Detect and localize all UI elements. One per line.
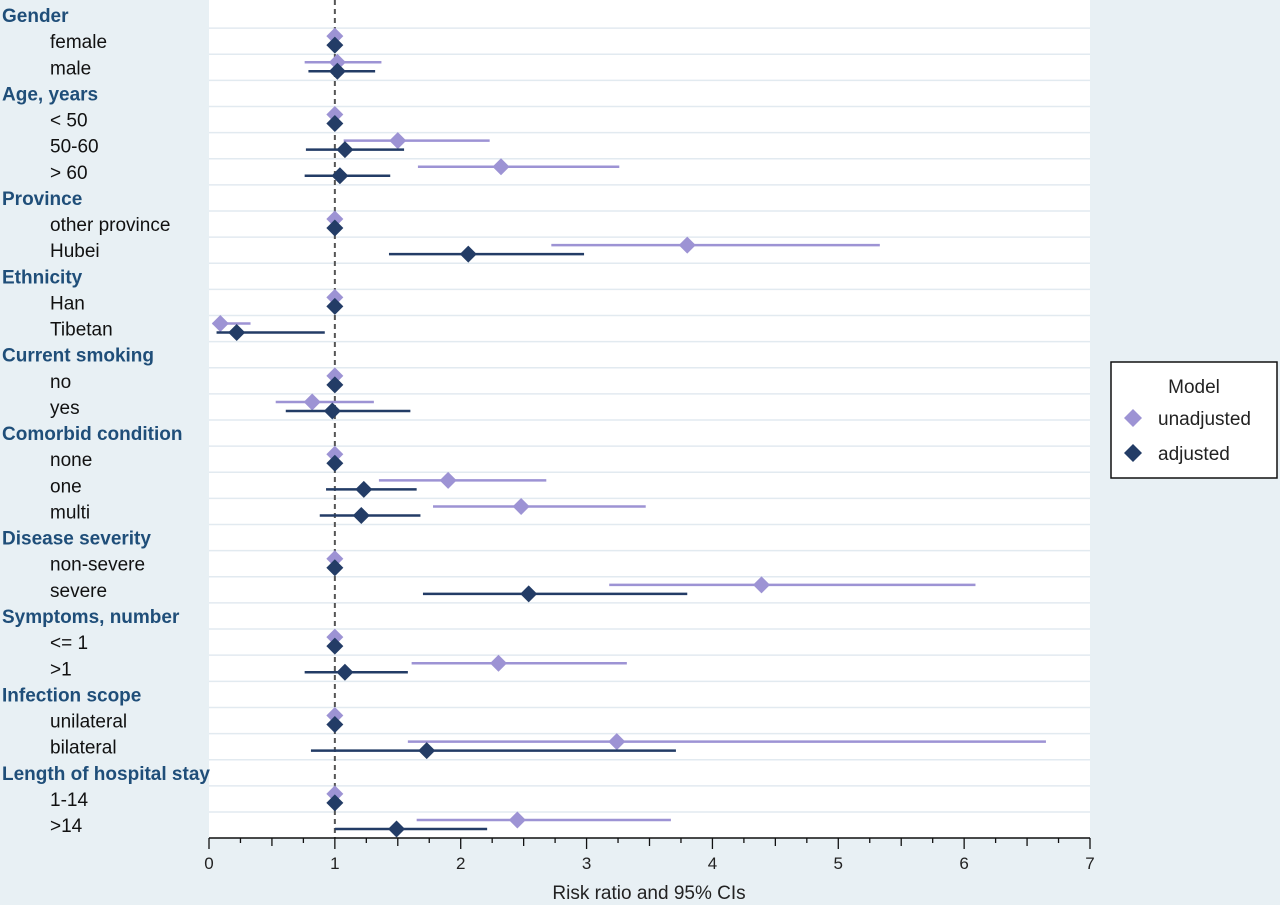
- row-labels: Gender female male Age, years < 50 50-60 > 60 P…: [2, 6, 210, 837]
- legend: Model unadjusted adjusted: [1111, 362, 1277, 478]
- row-label: no: [50, 372, 71, 393]
- row-label: yes: [50, 398, 80, 419]
- row-label: > 60: [50, 163, 88, 184]
- group-label: Age, years: [2, 84, 98, 105]
- group-label: Gender: [2, 6, 69, 27]
- x-tick-label: 0: [204, 854, 213, 873]
- x-tick-label: 1: [330, 854, 339, 873]
- x-tick-label: 5: [834, 854, 843, 873]
- row-label: Hubei: [50, 241, 100, 262]
- group-label: Province: [2, 189, 82, 210]
- row-label: multi: [50, 502, 90, 523]
- x-tick-label: 6: [959, 854, 968, 873]
- row-label: <= 1: [50, 633, 88, 654]
- legend-adjusted-label: adjusted: [1158, 444, 1230, 465]
- legend-title: Model: [1168, 377, 1220, 398]
- x-axis: 0 1 2 3 4 5 6 7: [204, 838, 1094, 873]
- legend-unadjusted-label: unadjusted: [1158, 409, 1251, 430]
- row-label: >14: [50, 816, 83, 837]
- row-label: 1-14: [50, 790, 88, 811]
- row-label: < 50: [50, 111, 88, 132]
- group-label: Infection scope: [2, 685, 141, 706]
- row-label: one: [50, 476, 82, 497]
- row-label: Han: [50, 293, 85, 314]
- row-label: Tibetan: [50, 320, 113, 341]
- row-label: other province: [50, 215, 170, 236]
- group-label: Current smoking: [2, 346, 154, 367]
- row-label: non-severe: [50, 555, 145, 576]
- x-tick-label: 7: [1085, 854, 1094, 873]
- row-label: >1: [50, 659, 72, 680]
- forest-plot: Gender female male Age, years < 50 50-60 > 60 P…: [0, 0, 1280, 905]
- x-tick-label: 3: [582, 854, 591, 873]
- row-label: unilateral: [50, 712, 127, 733]
- row-label: female: [50, 32, 107, 53]
- row-label: bilateral: [50, 738, 117, 759]
- x-axis-label: Risk ratio and 95% CIs: [552, 883, 745, 904]
- x-tick-label: 4: [708, 854, 717, 873]
- row-label: 50-60: [50, 137, 99, 158]
- group-label: Comorbid condition: [2, 424, 182, 445]
- group-label: Symptoms, number: [2, 607, 180, 628]
- row-label: none: [50, 450, 92, 471]
- row-label: male: [50, 58, 91, 79]
- group-label: Ethnicity: [2, 267, 83, 288]
- row-label: severe: [50, 581, 107, 602]
- x-tick-label: 2: [456, 854, 465, 873]
- group-label: Disease severity: [2, 529, 151, 550]
- group-label: Length of hospital stay: [2, 764, 210, 785]
